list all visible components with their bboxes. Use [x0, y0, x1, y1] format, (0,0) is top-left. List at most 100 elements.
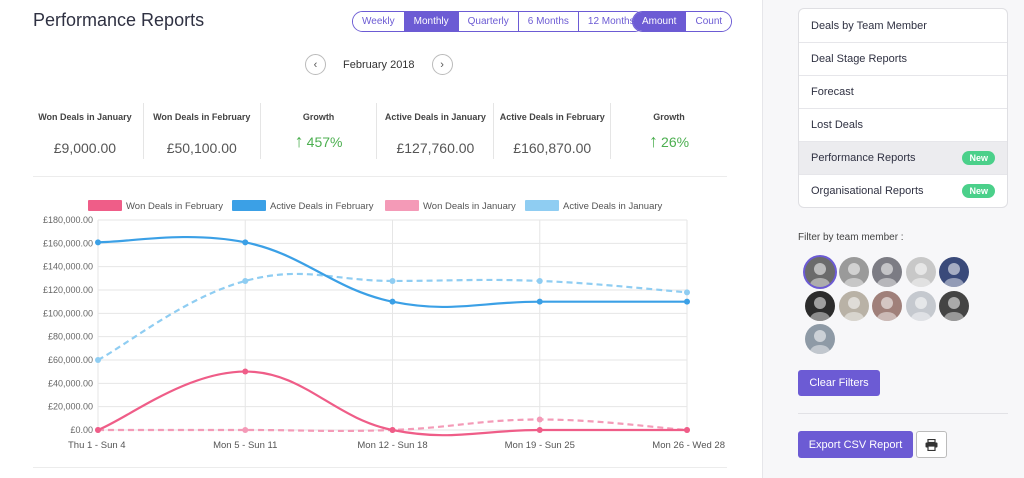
x-tick-label: Thu 1 - Sun 4: [68, 440, 126, 451]
data-point: [242, 277, 249, 284]
y-tick-label: £180,000.00: [43, 215, 93, 225]
data-point: [95, 427, 101, 433]
period-selector: Weekly Monthly Quarterly 6 Months 12 Mon…: [352, 11, 645, 32]
menu-item-label: Deals by Team Member: [811, 19, 927, 32]
prev-month-button[interactable]: ‹: [305, 54, 326, 75]
y-tick-label: £80,000.00: [48, 332, 93, 342]
divider: [33, 467, 727, 468]
sidebar: Deals by Team Member Deal Stage Reports …: [762, 0, 1024, 478]
stat-label: Growth: [653, 111, 685, 122]
arrow-up-icon: ↑: [649, 131, 659, 151]
data-point: [95, 357, 101, 363]
y-tick-label: £140,000.00: [43, 262, 93, 272]
team-member-avatar[interactable]: [838, 290, 869, 321]
team-member-avatar[interactable]: [805, 324, 835, 354]
legend-label: Active Deals in January: [563, 201, 663, 212]
stat-value: ↑ 26%: [649, 131, 689, 152]
month-label: February 2018: [343, 58, 415, 71]
export-csv-button[interactable]: Export CSV Report: [798, 431, 913, 458]
stat-value: ↑ 457%: [295, 131, 343, 152]
team-member-avatar[interactable]: [905, 257, 936, 287]
month-navigator: ‹ February 2018 ›: [305, 54, 453, 75]
period-quarterly-button[interactable]: Quarterly: [457, 12, 518, 31]
team-member-avatar[interactable]: [905, 290, 936, 321]
data-point: [389, 298, 396, 305]
y-tick-label: £0.00: [70, 425, 93, 435]
stat-value: £160,870.00: [513, 140, 592, 156]
data-point: [536, 427, 543, 433]
menu-item-label: Deal Stage Reports: [811, 53, 907, 65]
divider: [798, 413, 1008, 414]
team-member-avatar[interactable]: [939, 290, 969, 321]
stats-row: Won Deals in January £9,000.00 Won Deals…: [27, 103, 727, 159]
period-12-months-button[interactable]: 12 Months: [577, 12, 644, 31]
team-member-avatar[interactable]: [805, 290, 835, 321]
data-point: [684, 427, 690, 433]
data-point: [684, 298, 690, 305]
data-point: [242, 368, 249, 375]
stat-label: Won Deals in January: [38, 111, 132, 122]
period-monthly-button[interactable]: Monthly: [403, 12, 458, 31]
menu-item-lost-deals[interactable]: Lost Deals: [799, 108, 1007, 141]
metric-count-button[interactable]: Count: [685, 12, 732, 31]
menu-item-performance-reports[interactable]: Performance Reports New: [799, 141, 1007, 174]
stat-label: Active Deals in February: [499, 111, 605, 122]
metric-selector: Amount Count: [632, 11, 733, 32]
data-point: [536, 416, 543, 423]
new-badge: New: [962, 151, 995, 165]
team-member-avatar[interactable]: [939, 257, 969, 287]
stat-growth-active: Growth ↑ 26%: [610, 103, 727, 159]
stat-value: £127,760.00: [396, 140, 475, 156]
menu-item-deal-stage-reports[interactable]: Deal Stage Reports: [799, 42, 1007, 75]
metric-amount-button[interactable]: Amount: [633, 12, 686, 31]
x-tick-label: Mon 5 - Sun 11: [213, 440, 277, 451]
y-tick-label: £160,000.00: [43, 238, 93, 248]
data-point: [536, 298, 543, 305]
x-tick-label: Mon 12 - Sun 18: [357, 440, 427, 451]
stat-label: Won Deals in February: [153, 111, 251, 122]
stat-value: £50,100.00: [166, 140, 237, 156]
period-weekly-button[interactable]: Weekly: [353, 12, 404, 31]
team-member-avatar[interactable]: [872, 257, 902, 287]
x-tick-label: Mon 19 - Sun 25: [505, 440, 575, 451]
y-tick-label: £120,000.00: [43, 285, 93, 295]
y-tick-label: £60,000.00: [48, 355, 93, 365]
next-month-button[interactable]: ›: [431, 54, 453, 75]
menu-item-label: Lost Deals: [811, 119, 863, 131]
legend-swatch: [525, 200, 559, 211]
new-badge: New: [962, 184, 995, 198]
filter-label: Filter by team member :: [798, 232, 904, 243]
stat-won-january: Won Deals in January £9,000.00: [27, 103, 143, 159]
data-point: [242, 427, 249, 433]
team-member-avatars: [805, 257, 980, 358]
legend-label: Won Deals in February: [126, 201, 223, 212]
menu-item-organisational-reports[interactable]: Organisational Reports New: [799, 174, 1007, 207]
clear-filters-button[interactable]: Clear Filters: [798, 370, 880, 396]
stat-growth-won: Growth ↑ 457%: [259, 103, 377, 159]
legend-label: Active Deals in February: [270, 201, 374, 212]
stat-active-february: Active Deals in February £160,870.00: [493, 103, 610, 159]
growth-value: 457%: [306, 133, 343, 150]
page-title: Performance Reports: [33, 10, 205, 30]
menu-item-label: Organisational Reports: [811, 185, 924, 197]
legend-swatch: [88, 200, 122, 211]
x-tick-label: Mon 26 - Wed 28: [652, 440, 725, 451]
stat-value: £9,000.00: [53, 140, 117, 156]
growth-value: 26%: [661, 133, 690, 150]
stat-active-january: Active Deals in January £127,760.00: [376, 103, 493, 159]
legend-label: Won Deals in January: [423, 201, 516, 212]
legend-swatch: [232, 200, 266, 211]
reports-menu: Deals by Team Member Deal Stage Reports …: [798, 8, 1008, 208]
data-point: [684, 289, 690, 296]
team-member-avatar[interactable]: [805, 257, 835, 287]
team-member-avatar[interactable]: [872, 290, 902, 321]
print-button[interactable]: [916, 431, 947, 458]
performance-chart: £0.00 £20,000.00 £40,000.00 £60,000.00 £80,0…: [43, 200, 725, 451]
menu-item-label: Forecast: [811, 86, 854, 98]
legend-swatch: [385, 200, 419, 211]
period-6-months-button[interactable]: 6 Months: [517, 12, 578, 31]
team-member-avatar[interactable]: [838, 257, 869, 287]
menu-item-forecast[interactable]: Forecast: [799, 75, 1007, 108]
menu-item-deals-by-team-member[interactable]: Deals by Team Member: [799, 9, 1007, 42]
y-tick-label: £100,000.00: [43, 308, 93, 318]
